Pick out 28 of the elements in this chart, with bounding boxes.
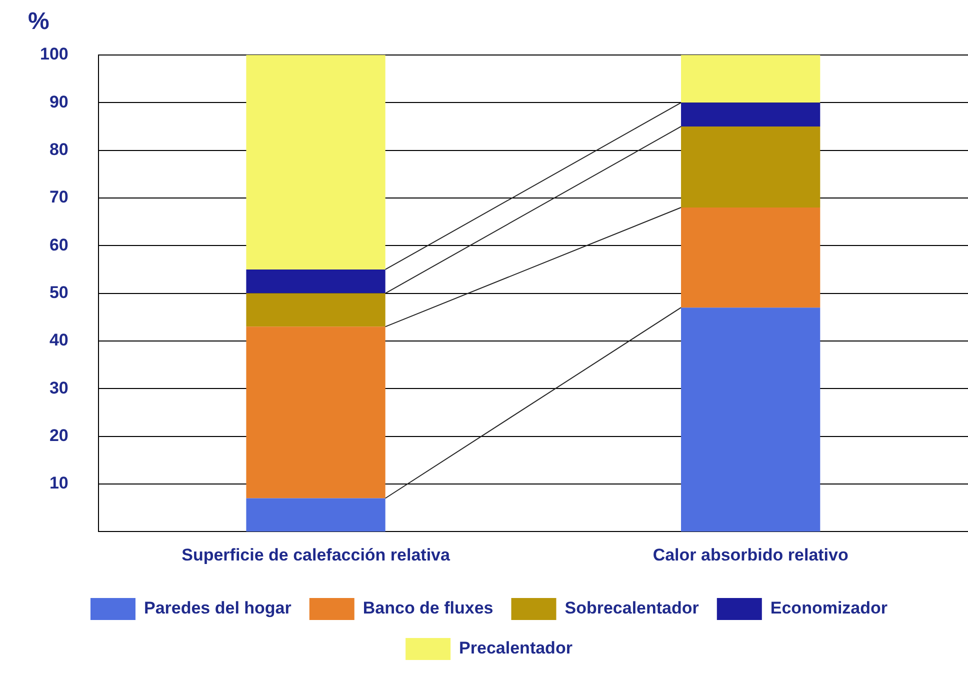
bar (681, 102, 820, 126)
x-tick-label: Superficie de calefacción relativa (182, 545, 450, 564)
y-tick-label: 100 (40, 44, 68, 64)
bar (681, 308, 820, 532)
bar (246, 55, 386, 270)
x-tick-label: Calor absorbido relativo (652, 545, 848, 564)
y-axis-title: % (28, 8, 50, 36)
bar (681, 55, 820, 103)
y-tick-label: 40 (49, 330, 68, 350)
bar (246, 293, 386, 327)
legend-label: Economizador (770, 598, 888, 618)
legend-label: Precalentador (459, 638, 573, 658)
y-tick-label: 80 (49, 140, 68, 160)
y-tick-label: 50 (49, 282, 68, 302)
bar (681, 126, 820, 208)
legend-label: Sobrecalentador (564, 598, 700, 618)
bar (246, 498, 386, 532)
bar (246, 326, 386, 498)
bar (246, 269, 386, 294)
y-tick-label: 60 (49, 235, 68, 254)
bar (681, 208, 820, 308)
legend-label: Banco de fluxes (362, 598, 494, 618)
y-tick-label: 20 (49, 426, 68, 445)
y-tick-label: 70 (49, 188, 68, 207)
legend-label: Paredes del hogar (144, 598, 292, 618)
y-tick-label: 90 (49, 92, 68, 112)
y-tick-label: 10 (49, 474, 68, 493)
y-tick-label: 30 (49, 378, 68, 398)
